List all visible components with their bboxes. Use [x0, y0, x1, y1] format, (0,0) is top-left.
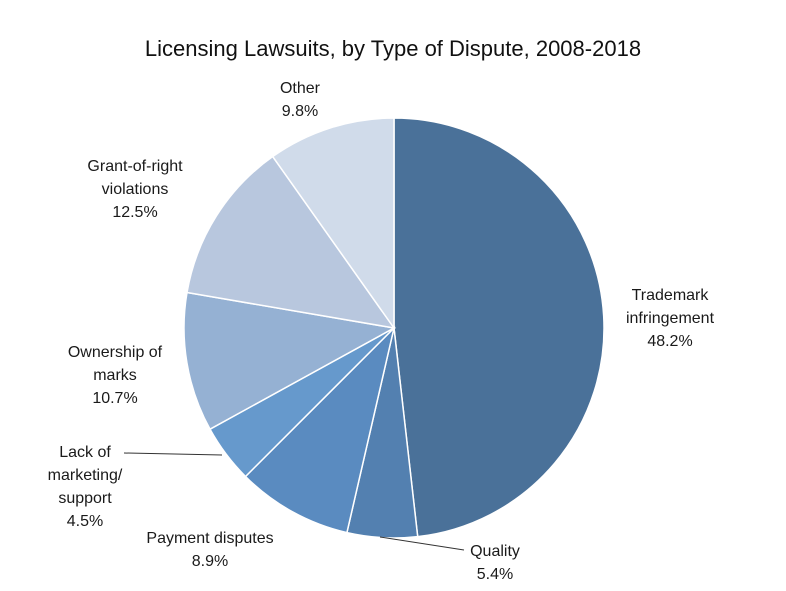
leader-line [123, 452, 223, 456]
slice-label-value: 9.8% [281, 103, 319, 120]
slice-label: Ownership of marks 10.7% [40, 341, 190, 410]
slice-label-name: infringement [625, 310, 715, 327]
slice-label: Grant-of-right violations 12.5% [60, 155, 210, 224]
slice-label-value: 10.7% [92, 390, 138, 407]
pie-slice-ownership-of-marks [183, 291, 397, 431]
leader-lines [123, 452, 465, 551]
slice-label-value: 5.4% [476, 566, 514, 583]
slice-label: Quality 5.4% [445, 540, 545, 586]
slice-label-name: marketing/ [47, 467, 123, 484]
leader-line [379, 536, 465, 551]
slice-label-name: Other [279, 80, 320, 97]
slice-label-name: marks [93, 367, 137, 384]
slice-label-name: Trademark [631, 287, 709, 304]
slice-label: Trademark infringement 48.2% [595, 284, 745, 353]
slice-label: Lack of marketing/support 4.5% [30, 441, 140, 533]
slice-label-value: 8.9% [191, 553, 229, 570]
slice-label-name: Quality [470, 543, 520, 560]
slice-label-name: violations [101, 181, 169, 198]
slice-label: Other 9.8% [250, 77, 350, 123]
slice-label-value: 48.2% [647, 333, 693, 350]
slice-label-name: Lack of [59, 444, 111, 461]
pie-slice-grant-of-right-violations [186, 155, 396, 330]
slice-label-name: Payment disputes [146, 530, 274, 547]
slice-label-name: Ownership of [67, 344, 163, 361]
pie-slice-other [271, 117, 395, 331]
slice-label-value: 4.5% [66, 513, 104, 530]
pie-slice-payment-disputes [244, 325, 396, 534]
slice-label-name: Grant-of-right [87, 158, 183, 175]
slice-label: Payment disputes 8.9% [125, 527, 295, 573]
slice-label-value: 12.5% [112, 204, 158, 221]
slice-label-name: support [58, 490, 112, 507]
pie-slice-trademark-infringement [393, 117, 605, 538]
chart-title: Licensing Lawsuits, by Type of Dispute, … [144, 36, 642, 61]
pie-slices [183, 117, 605, 539]
